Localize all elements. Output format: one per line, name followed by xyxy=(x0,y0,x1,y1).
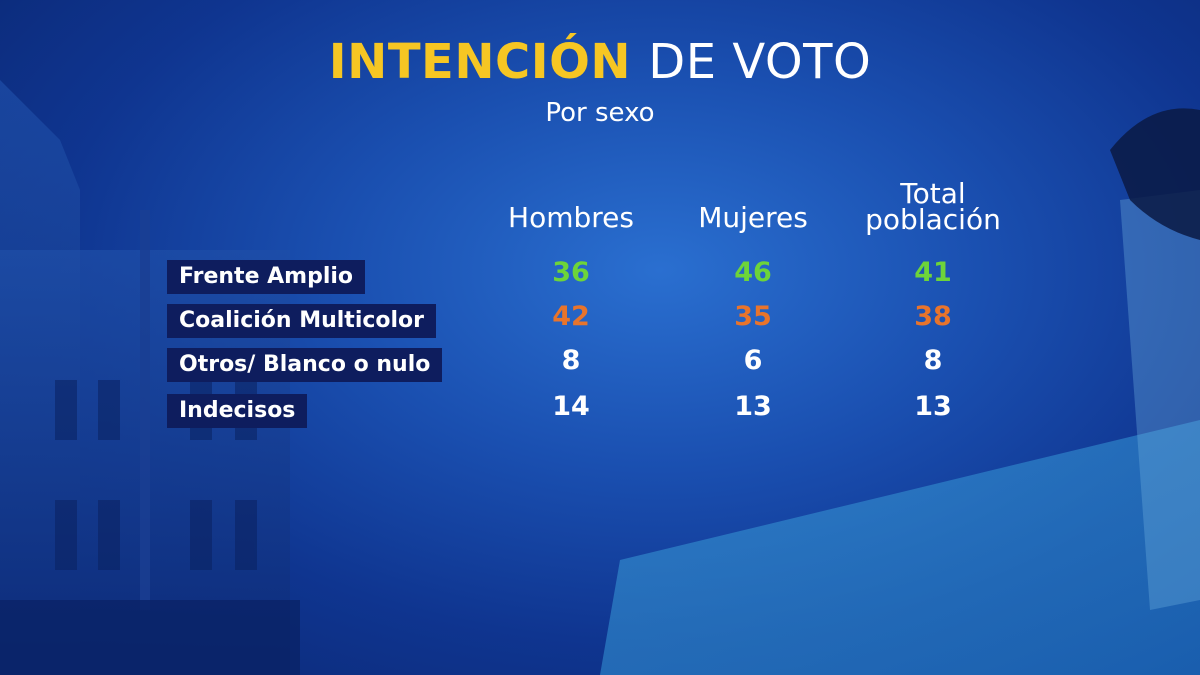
value-cell-r4-c2: 13 xyxy=(734,391,772,422)
value-cell-r2-c3: 38 xyxy=(914,301,952,332)
title-rest: DE VOTO xyxy=(648,34,872,90)
value-cell-r3-c3: 8 xyxy=(923,345,943,376)
column-header-3: Total población xyxy=(823,177,1043,236)
row-label-3: Otros/ Blanco o nulo xyxy=(167,348,443,382)
row-label-1: Frente Amplio xyxy=(167,260,366,294)
value-cell-r4-c3: 13 xyxy=(914,391,952,422)
column-header-2: Mujeres xyxy=(643,201,863,234)
chart-title: INTENCIÓN DE VOTO xyxy=(0,34,1200,90)
value-cell-r3-c2: 6 xyxy=(743,345,763,376)
value-cell-r3-c1: 8 xyxy=(561,345,581,376)
column-header-line2: población xyxy=(865,203,1001,236)
value-cell-r4-c1: 14 xyxy=(552,391,590,422)
value-cell-r1-c3: 41 xyxy=(914,257,952,288)
column-header-line1: Hombres xyxy=(508,201,634,234)
column-header-line1: Total xyxy=(900,177,966,210)
column-header-line1: Mujeres xyxy=(698,201,808,234)
row-label-2: Coalición Multicolor xyxy=(167,304,437,338)
value-cell-r1-c1: 36 xyxy=(552,257,590,288)
value-cell-r2-c2: 35 xyxy=(734,301,772,332)
row-label-4: Indecisos xyxy=(167,394,308,428)
value-cell-r1-c2: 46 xyxy=(734,257,772,288)
value-cell-r2-c1: 42 xyxy=(552,301,590,332)
title-highlight: INTENCIÓN xyxy=(328,34,632,90)
column-header-1: Hombres xyxy=(461,201,681,234)
chart-subtitle: Por sexo xyxy=(545,98,655,128)
